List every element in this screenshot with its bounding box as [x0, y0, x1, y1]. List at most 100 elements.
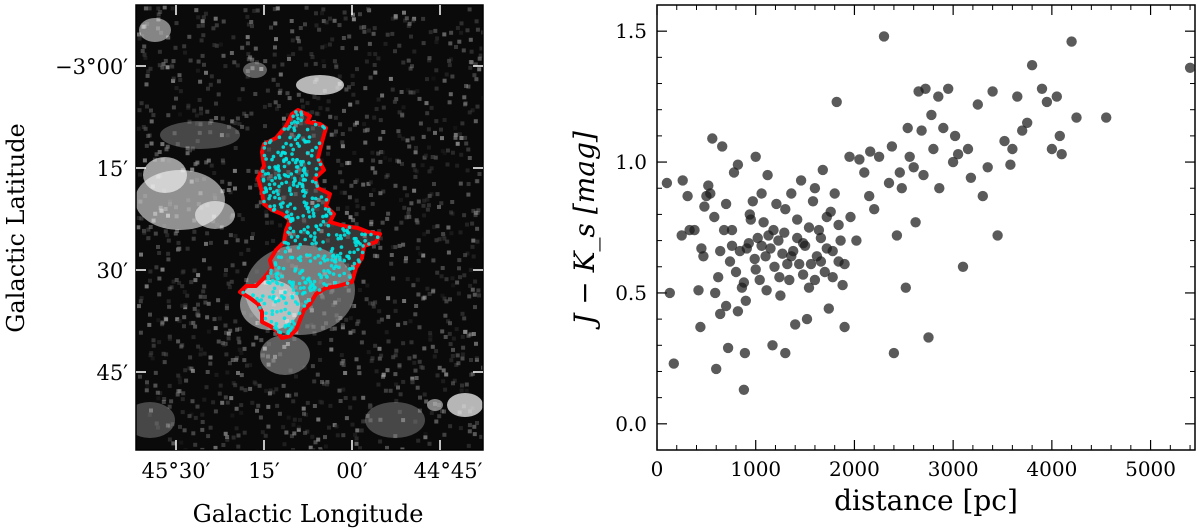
- scatter-point: [698, 251, 709, 262]
- map-noise-pixel: [323, 271, 328, 276]
- map-noise-pixel: [427, 291, 432, 296]
- cyan-source-point: [290, 152, 294, 156]
- map-noise-pixel: [154, 152, 159, 157]
- map-noise-pixel: [157, 340, 162, 345]
- map-noise-pixel: [194, 113, 199, 118]
- map-noise-pixel: [206, 434, 211, 439]
- scatter-point: [965, 172, 977, 183]
- map-noise-pixel: [465, 168, 470, 173]
- map-noise-pixel: [413, 368, 418, 373]
- map-noise-pixel: [415, 89, 420, 94]
- map-noise-pixel: [476, 208, 481, 213]
- map-noise-pixel: [447, 63, 452, 68]
- map-noise-pixel: [441, 233, 446, 238]
- map-noise-pixel: [264, 388, 269, 393]
- map-noise-pixel: [256, 403, 261, 408]
- cyan-source-point: [336, 236, 341, 241]
- cyan-source-point: [275, 281, 280, 286]
- map-noise-pixel: [205, 315, 210, 320]
- cyan-source-point: [296, 135, 300, 140]
- map-noise-pixel: [331, 303, 336, 307]
- map-noise-pixel: [259, 67, 264, 71]
- map-noise-pixel: [393, 183, 398, 188]
- map-noise-pixel: [310, 55, 315, 60]
- map-noise-pixel: [143, 126, 148, 131]
- map-noise-pixel: [191, 335, 196, 340]
- scatter-point: [900, 282, 911, 293]
- scatter-point: [926, 109, 937, 121]
- map-noise-pixel: [383, 388, 388, 393]
- map-noise-pixel: [277, 90, 282, 95]
- map-noise-pixel: [349, 183, 354, 188]
- map-noise-pixel: [171, 441, 176, 446]
- map-noise-pixel: [164, 352, 169, 357]
- map-noise-pixel: [177, 389, 182, 394]
- cyan-source-point: [357, 259, 362, 264]
- cyan-source-point: [317, 272, 322, 277]
- map-noise-pixel: [320, 325, 325, 330]
- cyan-source-point: [310, 148, 315, 153]
- map-noise-pixel: [179, 344, 184, 349]
- map-noise-pixel: [457, 258, 462, 263]
- map-noise-pixel: [190, 399, 195, 404]
- cyan-source-point: [311, 211, 316, 216]
- map-noise-pixel: [365, 413, 370, 418]
- map-noise-pixel: [165, 144, 170, 149]
- scatter-point: [795, 175, 807, 186]
- map-noise-pixel: [443, 313, 448, 318]
- map-noise-pixel: [368, 75, 373, 80]
- scatter-point: [724, 256, 736, 267]
- cyan-source-point: [332, 266, 336, 271]
- cyan-source-point: [318, 261, 323, 265]
- map-noise-pixel: [343, 16, 348, 21]
- map-noise-pixel: [380, 150, 385, 155]
- map-noise-pixel: [153, 383, 158, 388]
- map-noise-pixel: [271, 358, 276, 363]
- map-noise-pixel: [293, 123, 298, 128]
- map-noise-pixel: [313, 440, 318, 445]
- cyan-source-point: [272, 204, 277, 208]
- map-noise-pixel: [462, 273, 467, 278]
- scatter-point: [904, 151, 915, 162]
- cyan-source-point: [282, 316, 287, 321]
- cyan-source-point: [341, 227, 345, 231]
- cyan-source-point: [307, 286, 312, 290]
- map-noise-pixel: [358, 446, 362, 450]
- cyan-source-point: [273, 176, 278, 180]
- cyan-source-point: [288, 135, 292, 140]
- scatter-point: [792, 214, 803, 225]
- map-noise-pixel: [399, 220, 404, 225]
- map-noise-pixel: [225, 437, 230, 442]
- map-noise-pixel: [231, 435, 236, 440]
- map-noise-pixel: [407, 356, 412, 361]
- map-noise-pixel: [393, 245, 398, 250]
- map-noise-pixel: [416, 292, 421, 297]
- cyan-source-point: [321, 256, 326, 261]
- map-noise-pixel: [299, 177, 303, 182]
- map-noise-pixel: [195, 312, 200, 317]
- map-noise-pixel: [411, 163, 416, 168]
- map-noise-pixel: [242, 111, 247, 116]
- map-noise-pixel: [351, 92, 356, 97]
- map-noise-pixel: [391, 276, 396, 281]
- map-noise-pixel: [320, 200, 325, 205]
- map-noise-pixel: [192, 229, 197, 234]
- map-noise-pixel: [450, 211, 455, 216]
- cyan-source-point: [307, 135, 312, 139]
- map-noise-pixel: [225, 400, 230, 405]
- map-noise-pixel: [212, 171, 217, 175]
- cyan-source-point: [275, 310, 279, 314]
- map-noise-pixel: [401, 60, 406, 65]
- map-noise-pixel: [336, 280, 341, 285]
- map-noise-pixel: [149, 351, 154, 356]
- map-noise-pixel: [207, 266, 212, 271]
- map-noise-pixel: [311, 205, 316, 210]
- map-noise-pixel: [338, 316, 343, 320]
- map-noise-pixel: [237, 213, 242, 218]
- scatter-point: [859, 167, 870, 178]
- map-noise-pixel: [249, 20, 254, 24]
- map-noise-pixel: [376, 319, 381, 324]
- map-noise-pixel: [220, 400, 225, 405]
- map-noise-pixel: [305, 101, 310, 106]
